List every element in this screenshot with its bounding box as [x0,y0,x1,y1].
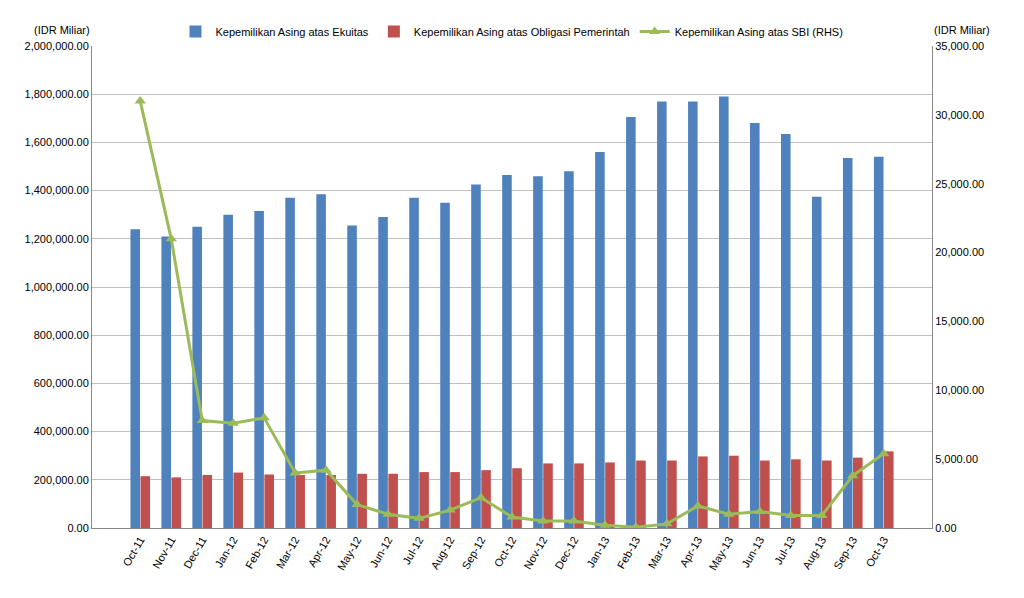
svg-text:15,000.00: 15,000.00 [935,315,984,327]
svg-text:10,000.00: 10,000.00 [935,384,984,396]
svg-text:200,000.00: 200,000.00 [34,474,89,486]
svg-text:1,000,000.00: 1,000,000.00 [25,281,89,293]
svg-text:Oct-13: Oct-13 [863,534,890,569]
svg-text:1,600,000.00: 1,600,000.00 [25,136,89,148]
svg-text:Mar-13: Mar-13 [646,534,674,570]
svg-text:Nov-11: Nov-11 [150,534,178,570]
svg-text:Dec-12: Dec-12 [552,534,580,571]
svg-text:Mar-12: Mar-12 [274,534,302,570]
svg-text:Kepemilikan Asing atas SBI (RH: Kepemilikan Asing atas SBI (RHS) [675,26,843,38]
svg-text:Aug-13: Aug-13 [800,534,828,571]
svg-text:5,000.00: 5,000.00 [935,453,978,465]
svg-text:20,000.00: 20,000.00 [935,246,984,258]
svg-text:Nov-12: Nov-12 [521,534,549,571]
svg-text:0.00: 0.00 [935,522,956,534]
svg-text:Oct-11: Oct-11 [120,534,146,568]
svg-text:1,800,000.00: 1,800,000.00 [25,88,89,100]
svg-text:May-13: May-13 [707,534,736,572]
svg-text:Jul-13: Jul-13 [772,534,797,566]
svg-text:0.00: 0.00 [67,522,88,534]
svg-text:Aug-12: Aug-12 [428,534,456,571]
svg-text:1,400,000.00: 1,400,000.00 [25,184,89,196]
svg-text:2,000,000.00: 2,000,000.00 [25,40,89,52]
svg-text:Apr-12: Apr-12 [306,534,333,569]
svg-text:Jul-12: Jul-12 [400,534,425,566]
svg-text:Kepemilikan Asing atas Ekuitas: Kepemilikan Asing atas Ekuitas [216,26,369,38]
svg-text:Sep-13: Sep-13 [831,534,859,571]
svg-text:Sep-12: Sep-12 [459,534,487,571]
svg-text:Kepemilikan Asing atas Obligas: Kepemilikan Asing atas Obligasi Pemerint… [414,26,630,38]
svg-text:400,000.00: 400,000.00 [34,425,89,437]
svg-text:Jan-12: Jan-12 [212,534,239,569]
svg-text:Dec-11: Dec-11 [181,534,209,570]
svg-text:Feb-13: Feb-13 [615,534,643,570]
svg-text:600,000.00: 600,000.00 [34,377,89,389]
svg-text:800,000.00: 800,000.00 [34,329,89,341]
svg-text:Jun-12: Jun-12 [367,534,394,569]
svg-text:Jan-13: Jan-13 [584,534,611,569]
svg-text:Jun-13: Jun-13 [739,534,766,569]
svg-text:May-12: May-12 [335,534,364,572]
svg-text:25,000.00: 25,000.00 [935,178,984,190]
svg-text:(IDR Miliar): (IDR Miliar) [934,24,990,36]
svg-text:30,000.00: 30,000.00 [935,109,984,121]
svg-text:(IDR Miliar): (IDR Miliar) [34,24,90,36]
svg-text:1,200,000.00: 1,200,000.00 [25,233,89,245]
svg-text:Apr-13: Apr-13 [677,534,704,569]
svg-text:Oct-12: Oct-12 [492,534,519,569]
svg-text:35,000.00: 35,000.00 [935,40,984,52]
svg-text:Feb-12: Feb-12 [243,534,271,570]
